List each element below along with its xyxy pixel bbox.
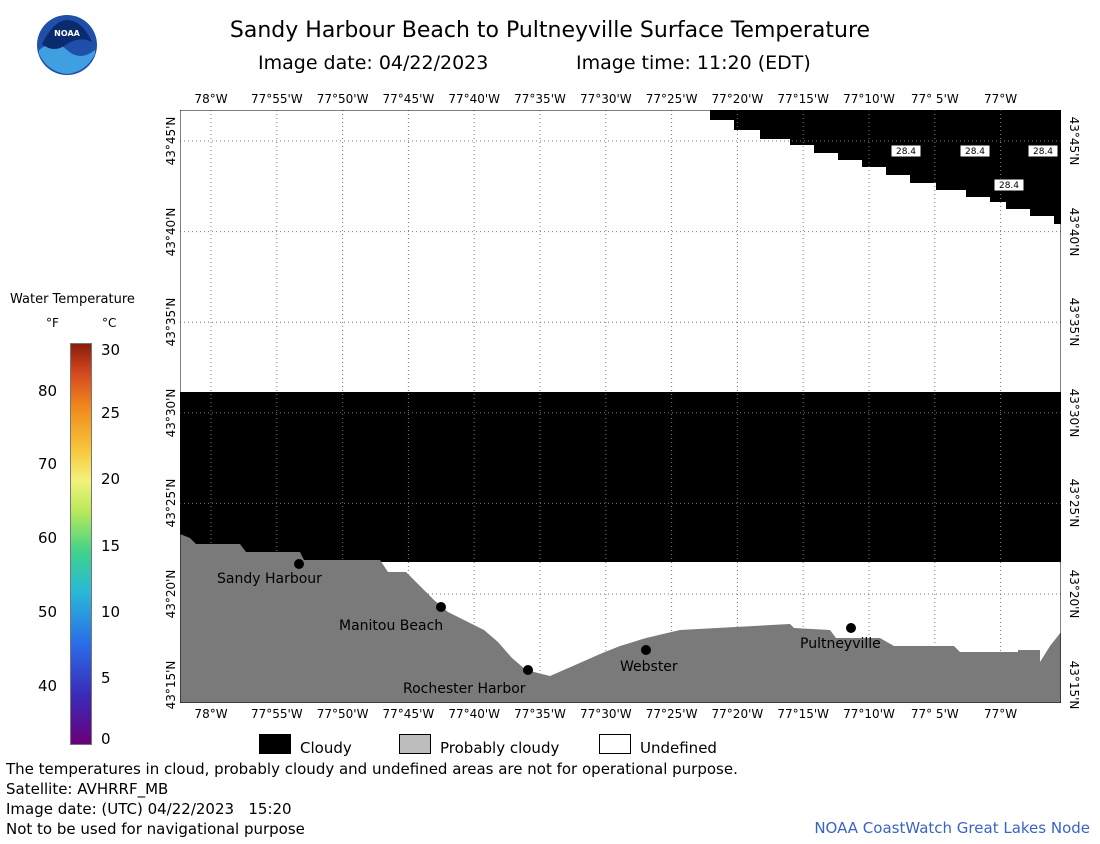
cloudy-label: Cloudy bbox=[300, 739, 352, 757]
temperature-reading: 28.4 bbox=[959, 144, 991, 158]
place-label-manitou-beach: Manitou Beach bbox=[339, 618, 443, 634]
longitude-label: 77°50'W bbox=[316, 707, 369, 721]
place-marker-rochester-harbor bbox=[523, 665, 533, 675]
place-marker-webster bbox=[641, 645, 651, 655]
svg-text:28.4: 28.4 bbox=[965, 147, 985, 157]
place-label-rochester-harbor: Rochester Harbor bbox=[403, 681, 526, 697]
longitude-label: 77°35'W bbox=[514, 707, 566, 721]
longitude-label: 77°30'W bbox=[579, 707, 632, 721]
fahrenheit-tick: 70 bbox=[38, 455, 58, 473]
legend-unit-fahrenheit: °F bbox=[46, 316, 59, 330]
celsius-tick: 25 bbox=[101, 404, 121, 422]
celsius-tick: 30 bbox=[101, 341, 121, 359]
longitude-label: 77°15'W bbox=[777, 92, 830, 106]
noaa-credit: NOAA CoastWatch Great Lakes Node bbox=[814, 819, 1090, 837]
longitude-label: 78°W bbox=[194, 92, 228, 106]
longitude-label: 77°40'W bbox=[448, 707, 501, 721]
undefined-swatch bbox=[599, 734, 631, 754]
longitude-label: 77°15'W bbox=[777, 707, 830, 721]
legend-title: Water Temperature bbox=[10, 292, 135, 307]
place-label-sandy-harbour: Sandy Harbour bbox=[217, 571, 322, 587]
svg-text:28.4: 28.4 bbox=[1033, 147, 1053, 157]
celsius-tick: 5 bbox=[101, 669, 111, 687]
image-date: Image date: 04/22/2023 bbox=[258, 52, 489, 74]
latitude-label: 43°25'N bbox=[164, 478, 178, 528]
longitude-label: 78°W bbox=[194, 707, 228, 721]
cloud-area-main bbox=[180, 392, 1061, 562]
latitude-label: 43°35'N bbox=[1067, 297, 1081, 347]
longitude-label: 77°45'W bbox=[382, 92, 435, 106]
map-grid bbox=[180, 110, 1061, 703]
temperature-reading: 28.4 bbox=[1027, 144, 1059, 158]
place-label-pultneyville: Pultneyville bbox=[800, 636, 881, 652]
longitude-label: 77°30'W bbox=[579, 92, 632, 106]
noaa-logo: NOAA bbox=[37, 15, 97, 75]
disclaimer-note: The temperatures in cloud, probably clou… bbox=[6, 760, 738, 778]
latitude-label: 43°45'N bbox=[1067, 116, 1081, 166]
map-title: Sandy Harbour Beach to Pultneyville Surf… bbox=[229, 18, 871, 43]
latitude-label: 43°40'N bbox=[164, 207, 178, 257]
latitude-label: 43°30'N bbox=[1067, 388, 1081, 438]
fahrenheit-tick: 80 bbox=[38, 382, 58, 400]
longitude-label: 77°25'W bbox=[645, 707, 698, 721]
place-label-webster: Webster bbox=[620, 659, 678, 675]
latitude-label: 43°35'N bbox=[164, 297, 178, 347]
longitude-label: 77°20'W bbox=[711, 707, 764, 721]
place-marker-sandy-harbour bbox=[294, 559, 304, 569]
celsius-tick: 0 bbox=[101, 730, 111, 748]
latitude-label: 43°30'N bbox=[164, 388, 178, 438]
place-marker-manitou-beach bbox=[436, 602, 446, 612]
longitude-label: 77°50'W bbox=[316, 92, 369, 106]
undefined-label: Undefined bbox=[640, 739, 717, 757]
longitude-label: 77°10'W bbox=[843, 92, 895, 106]
longitude-label: 77°55'W bbox=[250, 707, 303, 721]
celsius-tick: 20 bbox=[101, 470, 121, 488]
longitude-label: 77°W bbox=[984, 707, 1018, 721]
longitude-label: 77°40'W bbox=[448, 92, 501, 106]
satellite-info: Satellite: AVHRRF_MB bbox=[6, 780, 169, 798]
land-block bbox=[1018, 650, 1040, 672]
svg-text:28.4: 28.4 bbox=[896, 147, 916, 157]
latitude-label: 43°15'N bbox=[164, 660, 178, 710]
place-marker-pultneyville bbox=[846, 623, 856, 633]
latitude-label: 43°15'N bbox=[1067, 660, 1081, 710]
longitude-label: 77°55'W bbox=[250, 92, 303, 106]
land-area bbox=[180, 534, 1061, 703]
latitude-label: 43°20'N bbox=[1067, 569, 1081, 619]
temperature-color-scale bbox=[70, 343, 92, 745]
legend-unit-celsius: °C bbox=[102, 316, 117, 330]
image-time: Image time: 11:20 (EDT) bbox=[576, 52, 811, 74]
probably-cloudy-label: Probably cloudy bbox=[440, 739, 560, 757]
latitude-label: 43°25'N bbox=[1067, 478, 1081, 528]
longitude-label: 77°20'W bbox=[711, 92, 764, 106]
longitude-label: 77°W bbox=[984, 92, 1018, 106]
noaa-logo-text: NOAA bbox=[54, 29, 80, 38]
navigation-warning: Not to be used for navigational purpose bbox=[6, 820, 305, 838]
probably-cloudy-swatch bbox=[399, 734, 431, 754]
cloud-area-northeast bbox=[710, 110, 1061, 224]
utc-image-date: Image date: (UTC) 04/22/2023 15:20 bbox=[6, 800, 292, 818]
temperature-map: 28.4 28.4 28.4 28.4 Sandy Harbour Manito… bbox=[180, 110, 1061, 703]
fahrenheit-tick: 50 bbox=[38, 603, 58, 621]
celsius-tick: 15 bbox=[101, 537, 121, 555]
latitude-label: 43°45'N bbox=[164, 116, 178, 166]
fahrenheit-tick: 60 bbox=[38, 529, 58, 547]
latitude-label: 43°20'N bbox=[164, 569, 178, 619]
longitude-label: 77° 5'W bbox=[910, 92, 959, 106]
longitude-label: 77° 5'W bbox=[910, 707, 959, 721]
temperature-reading: 28.4 bbox=[993, 178, 1025, 192]
longitude-label: 77°45'W bbox=[382, 707, 435, 721]
longitude-label: 77°25'W bbox=[645, 92, 698, 106]
celsius-tick: 10 bbox=[101, 603, 121, 621]
svg-text:28.4: 28.4 bbox=[999, 181, 1019, 191]
longitude-label: 77°10'W bbox=[843, 707, 895, 721]
latitude-label: 43°40'N bbox=[1067, 207, 1081, 257]
cloudy-swatch bbox=[259, 734, 291, 754]
fahrenheit-tick: 40 bbox=[38, 677, 58, 695]
temperature-reading: 28.4 bbox=[890, 144, 922, 158]
longitude-label: 77°35'W bbox=[514, 92, 566, 106]
